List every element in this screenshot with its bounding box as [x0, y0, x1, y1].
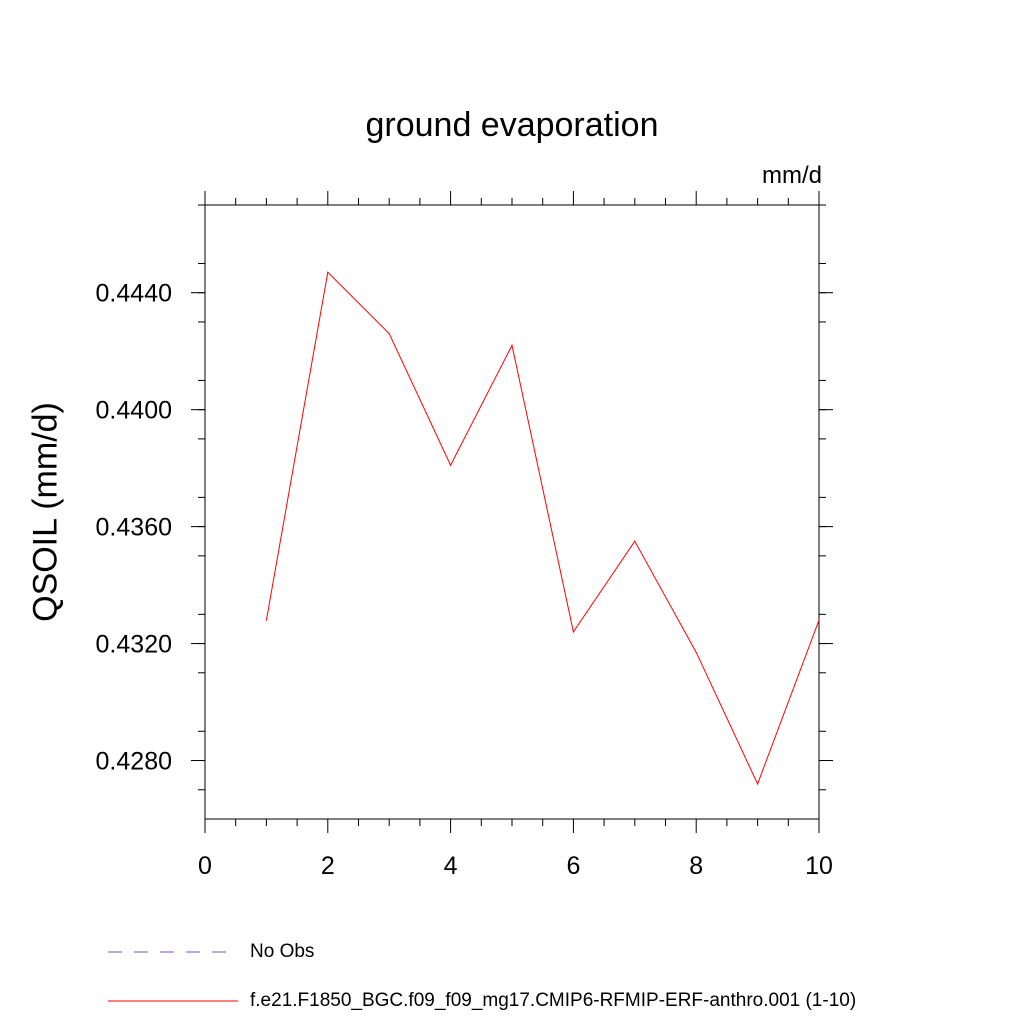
data-point — [511, 344, 513, 346]
data-point — [634, 540, 636, 542]
data-point — [757, 783, 759, 785]
x-tick-label: 2 — [321, 852, 335, 880]
units-label: mm/d — [762, 162, 822, 189]
data-point — [388, 333, 390, 335]
data-point — [695, 651, 697, 653]
y-tick-label: 0.4320 — [96, 631, 172, 659]
series-lines — [265, 271, 820, 786]
data-point — [818, 619, 820, 621]
chart-title: ground evaporation — [365, 106, 659, 144]
x-tick-label: 4 — [444, 852, 458, 880]
data-point — [327, 271, 329, 273]
y-tick-label: 0.4400 — [96, 397, 172, 425]
y-tick-label: 0.4280 — [96, 748, 172, 776]
y-tick-label: 0.4440 — [96, 280, 172, 308]
tick-labels: 0 2 4 6 8 10 0.4280 0.4320 0.4360 0.4400 0.4440 — [96, 280, 833, 880]
x-tick-label: 10 — [805, 852, 833, 880]
legend-label-no-obs: No Obs — [250, 941, 315, 962]
legend-lines — [108, 951, 238, 1002]
x-tick-label: 6 — [566, 852, 580, 880]
series-line — [265, 271, 820, 786]
legend-label-model: f.e21.F1850_BGC.f09_f09_mg17.CMIP6-RFMIP… — [250, 990, 857, 1011]
data-point — [265, 619, 267, 621]
axis-ticks — [191, 191, 833, 833]
x-tick-label: 8 — [689, 852, 703, 880]
data-point — [572, 631, 575, 633]
plot-frame — [204, 204, 820, 820]
x-tick-label: 0 — [198, 852, 212, 880]
data-point — [450, 464, 452, 466]
y-tick-label: 0.4360 — [96, 514, 172, 542]
